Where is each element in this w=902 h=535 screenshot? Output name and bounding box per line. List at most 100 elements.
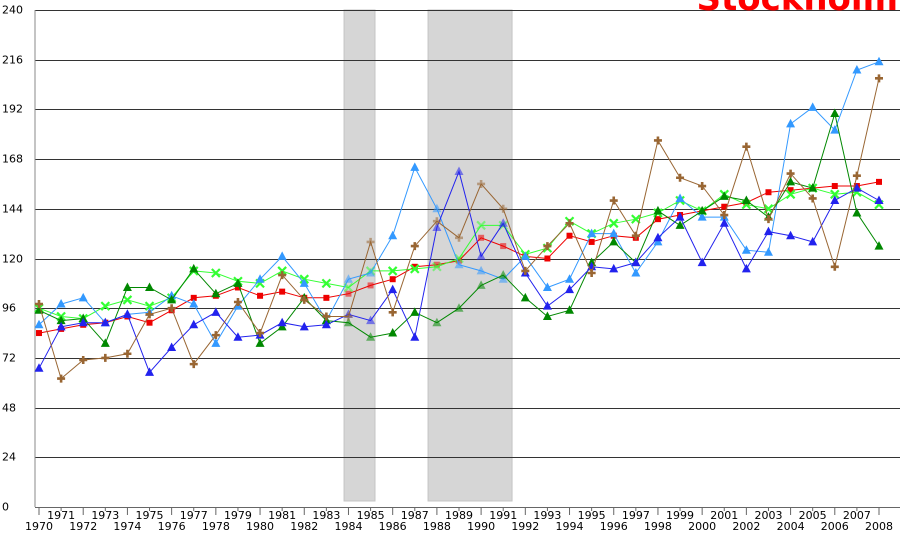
data-point xyxy=(719,218,729,227)
data-point xyxy=(410,162,420,171)
x-tick-label: 1980 xyxy=(246,520,274,533)
data-point xyxy=(411,263,418,270)
data-point xyxy=(410,264,420,274)
data-point xyxy=(389,276,396,283)
data-point xyxy=(476,220,486,231)
data-point xyxy=(345,290,352,297)
data-point xyxy=(145,367,155,376)
y-tick-label: 96 xyxy=(2,302,16,315)
data-point xyxy=(631,214,641,224)
data-point xyxy=(741,245,751,254)
data-point xyxy=(388,284,398,294)
data-point xyxy=(852,65,862,74)
data-point xyxy=(565,274,575,283)
data-point xyxy=(211,288,221,298)
shaded-periods xyxy=(343,9,513,502)
data-point xyxy=(323,294,330,301)
data-point xyxy=(145,310,154,319)
data-point xyxy=(100,317,110,327)
data-point xyxy=(631,231,640,240)
data-point xyxy=(852,183,862,192)
series-layer xyxy=(34,56,884,383)
data-point xyxy=(343,317,353,327)
x-tick-label: 1970 xyxy=(25,520,53,533)
data-point xyxy=(344,312,353,321)
data-point xyxy=(542,301,552,310)
x-tick-label: 2006 xyxy=(821,520,849,533)
data-point xyxy=(565,305,575,314)
data-point xyxy=(720,211,729,220)
data-point xyxy=(256,329,265,338)
data-point xyxy=(56,321,66,331)
data-point xyxy=(675,212,685,221)
data-point xyxy=(830,189,840,200)
data-point xyxy=(544,255,551,262)
data-point xyxy=(588,238,595,245)
data-point xyxy=(478,234,485,241)
x-tick-label: 2003 xyxy=(754,509,782,522)
x-tick-label: 1993 xyxy=(533,509,561,522)
data-point xyxy=(631,267,641,277)
data-point xyxy=(609,263,619,273)
data-point xyxy=(167,294,177,304)
data-point xyxy=(542,311,552,320)
data-point xyxy=(609,196,618,205)
x-tick-label: 1977 xyxy=(180,509,208,522)
x-tick-label: 1997 xyxy=(622,509,650,522)
data-point xyxy=(433,261,440,268)
x-tick-label: 1976 xyxy=(158,520,186,533)
data-point xyxy=(542,282,552,291)
data-point xyxy=(189,319,199,329)
data-point xyxy=(786,169,795,178)
data-point xyxy=(278,271,287,280)
data-point xyxy=(56,315,66,325)
data-point xyxy=(122,295,133,305)
data-point xyxy=(343,274,353,283)
data-point xyxy=(653,232,663,242)
y-tick-label: 72 xyxy=(2,352,16,365)
data-point xyxy=(211,268,221,278)
data-point xyxy=(500,243,507,250)
data-point xyxy=(477,179,486,188)
x-tick-label: 1991 xyxy=(489,509,517,522)
data-point xyxy=(631,257,641,267)
data-point xyxy=(763,226,773,236)
data-point xyxy=(609,228,619,238)
data-point xyxy=(831,183,838,190)
data-point xyxy=(874,241,884,250)
data-point xyxy=(697,257,707,267)
data-point xyxy=(566,232,573,239)
series-4 xyxy=(34,108,884,347)
data-point xyxy=(321,278,332,289)
data-point xyxy=(764,215,773,224)
data-point xyxy=(521,266,530,275)
data-point xyxy=(454,253,464,264)
data-point xyxy=(388,328,398,337)
data-point xyxy=(410,242,419,251)
data-point xyxy=(498,270,508,279)
data-point xyxy=(211,331,220,340)
data-point xyxy=(279,288,286,295)
data-point xyxy=(476,280,486,289)
data-point xyxy=(277,251,287,260)
data-point xyxy=(234,284,241,291)
data-point xyxy=(189,299,199,308)
data-point xyxy=(808,183,818,192)
data-point xyxy=(454,166,464,176)
data-point xyxy=(387,266,398,276)
data-point xyxy=(698,182,707,191)
x-tick-label: 2004 xyxy=(777,520,805,533)
data-point xyxy=(100,338,110,347)
data-point xyxy=(455,233,463,242)
y-tick-label: 216 xyxy=(2,54,23,67)
data-point xyxy=(653,136,662,145)
x-tick-label: 1992 xyxy=(511,520,539,533)
shaded-period-2 xyxy=(427,9,513,502)
data-point xyxy=(122,309,132,318)
y-tick-label: 192 xyxy=(2,103,23,116)
data-point xyxy=(830,262,839,271)
data-point xyxy=(874,56,884,66)
data-point xyxy=(367,282,374,289)
data-point xyxy=(145,282,155,291)
x-tick-label: 1994 xyxy=(556,520,584,533)
